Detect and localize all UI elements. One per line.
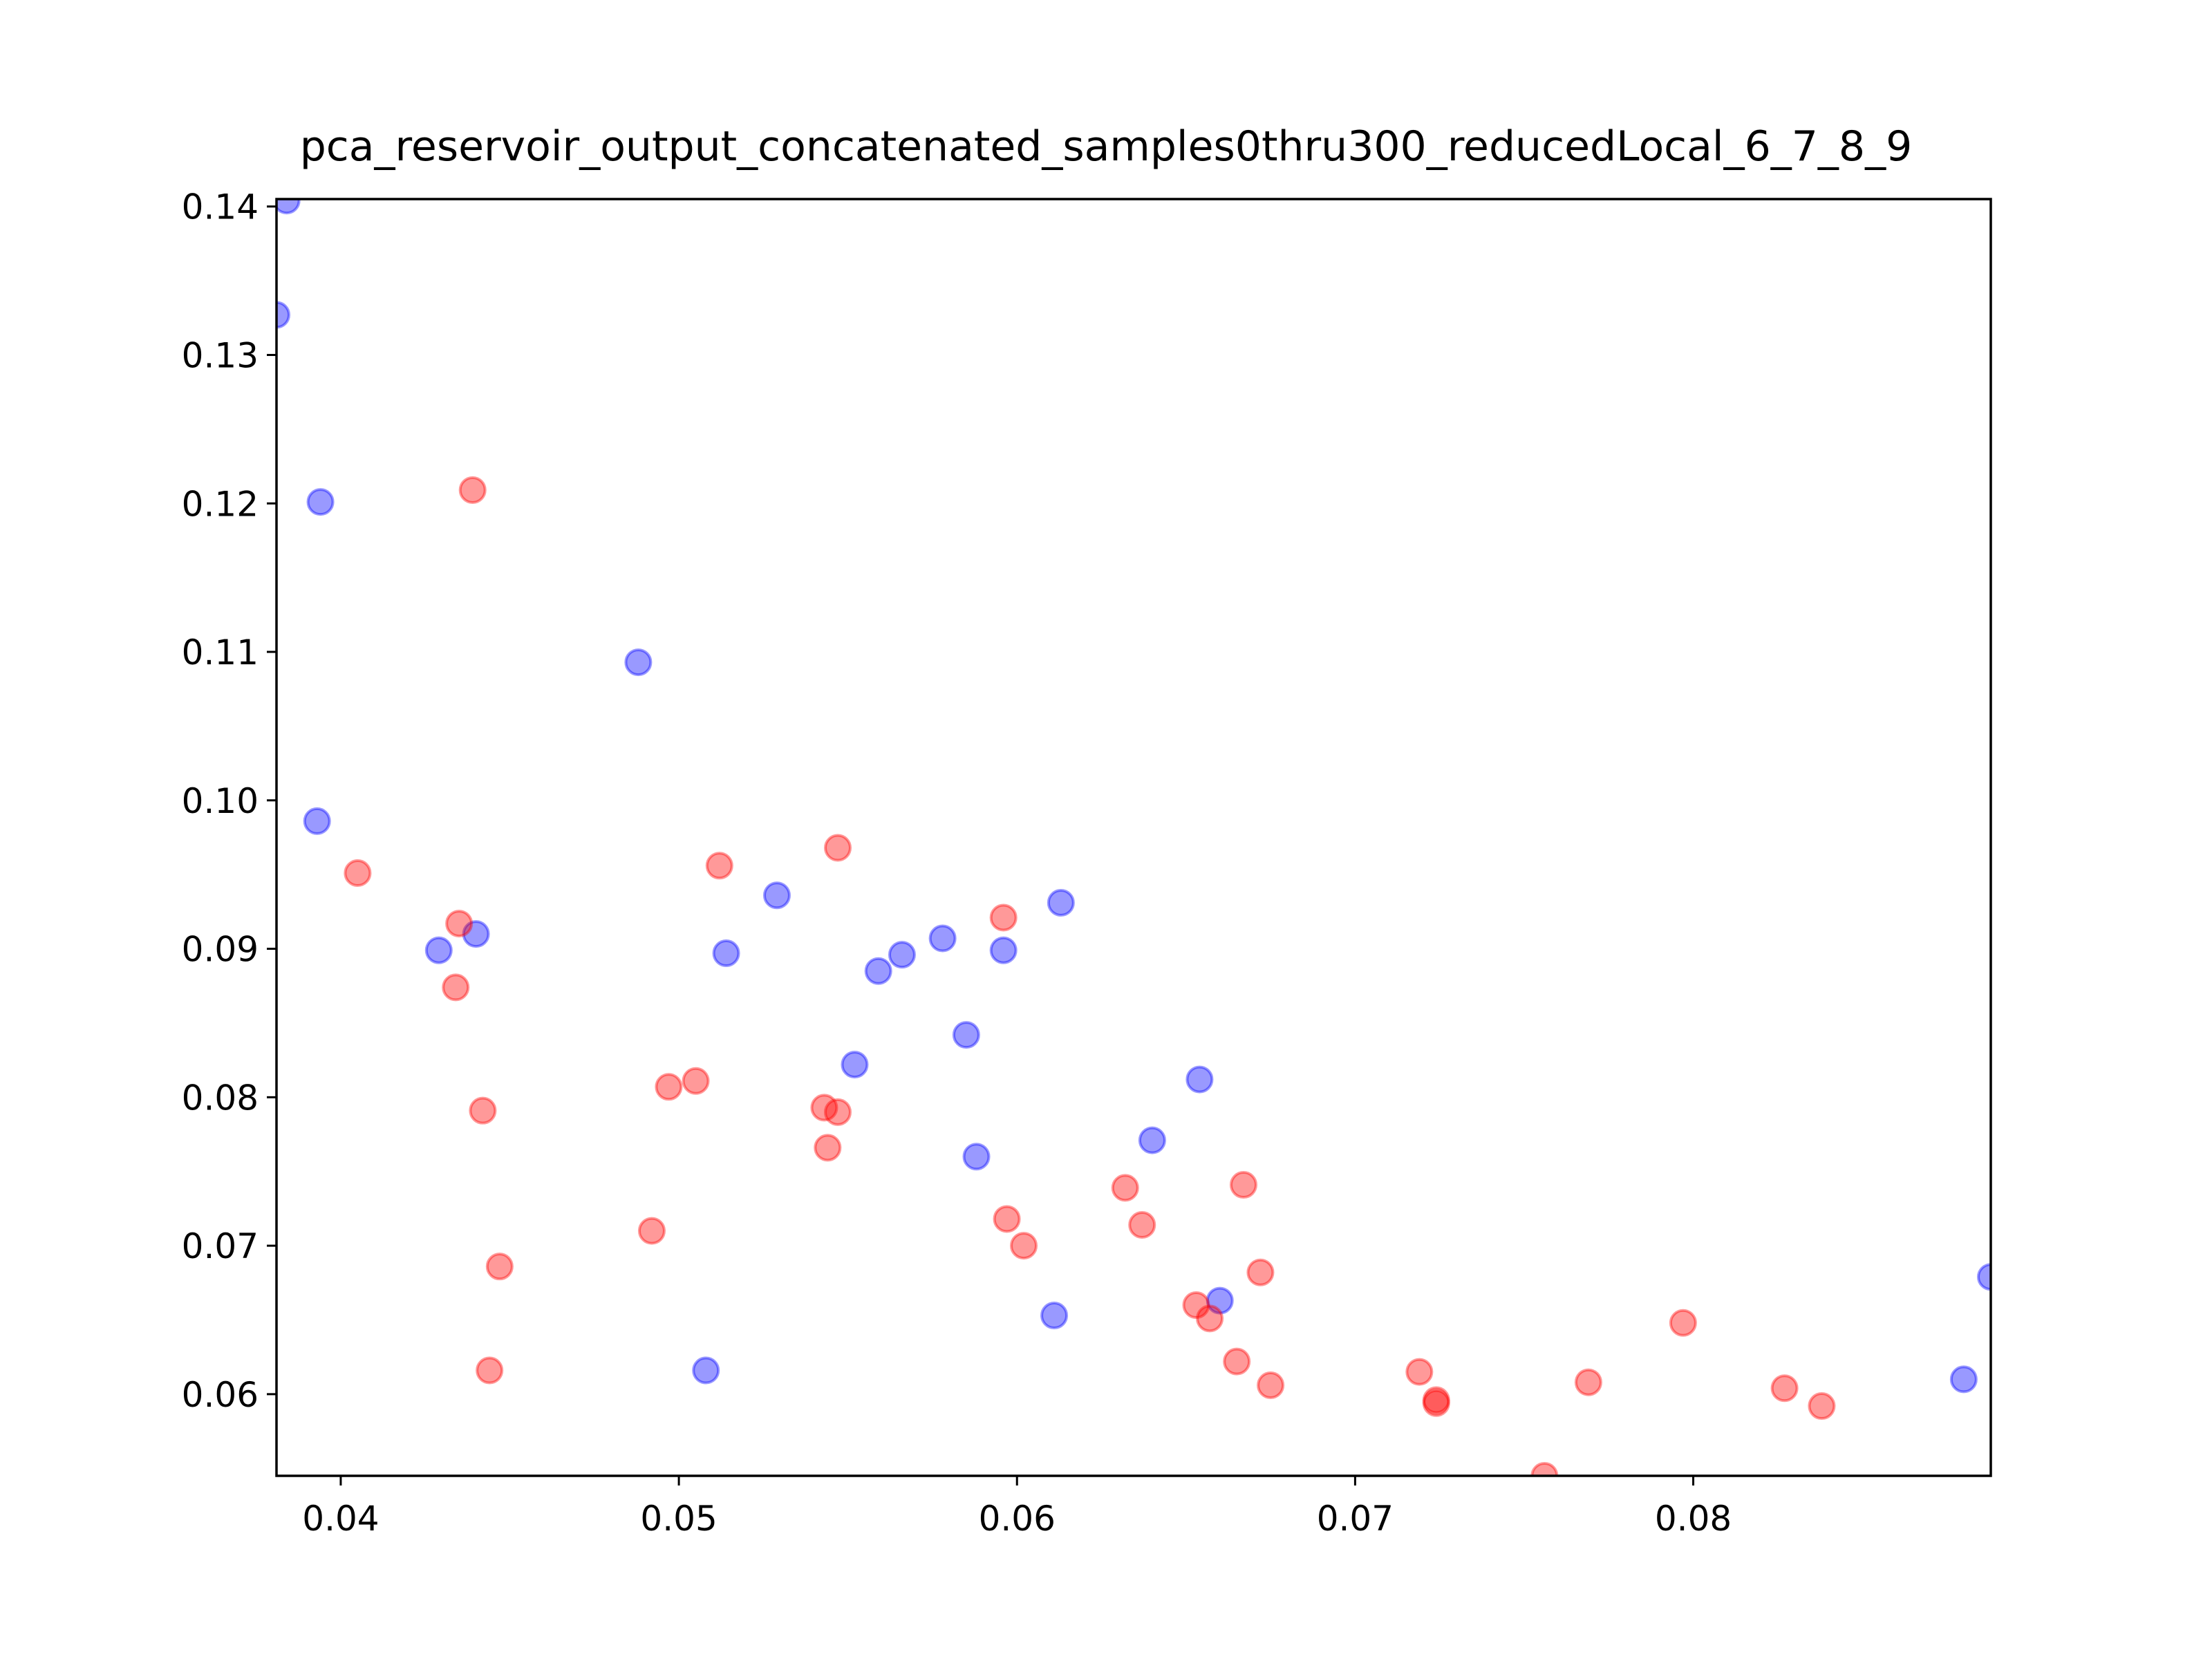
y-tick-label: 0.07 — [182, 1226, 259, 1266]
blue-point — [962, 1143, 991, 1171]
red-point — [1257, 1371, 1285, 1399]
red-point — [1128, 1211, 1156, 1239]
blue-point — [762, 881, 791, 910]
plot-frame — [275, 198, 1992, 1477]
x-tick-label: 0.05 — [640, 1499, 717, 1539]
blue-point — [424, 936, 453, 964]
red-point — [1530, 1462, 1559, 1476]
axis-ticks: 0.04 0.05 0.06 0.07 0.08 0.06 0.07 0.08 0.09 0.10… — [182, 187, 1732, 1539]
red-point — [1223, 1347, 1251, 1376]
red-point — [1770, 1374, 1799, 1403]
blue-point — [888, 941, 916, 969]
y-tick-label: 0.06 — [182, 1375, 259, 1415]
red-point — [476, 1356, 504, 1385]
red-point — [344, 859, 372, 888]
red-point — [637, 1217, 666, 1245]
red-point — [1196, 1304, 1224, 1333]
red-point — [810, 1094, 838, 1122]
red-point — [1229, 1171, 1257, 1199]
y-tick-label: 0.08 — [182, 1078, 259, 1118]
red-point — [1111, 1174, 1139, 1202]
red-point — [1182, 1291, 1210, 1320]
red-point — [458, 476, 487, 504]
red-point — [1808, 1392, 1836, 1421]
blue-point — [1047, 888, 1075, 917]
red-point — [823, 1098, 852, 1126]
blue-point — [1206, 1286, 1234, 1315]
y-tick-label: 0.09 — [182, 930, 259, 970]
blue-point — [1185, 1065, 1214, 1094]
red-point — [814, 1134, 842, 1162]
red-point — [485, 1253, 514, 1281]
y-tick-label: 0.11 — [182, 632, 259, 673]
red-point — [993, 1205, 1021, 1233]
blue-point — [303, 807, 331, 835]
red-point — [442, 973, 470, 1002]
red-point — [445, 910, 474, 938]
red-point — [1574, 1368, 1602, 1396]
blue-point — [989, 936, 1018, 964]
red-point — [655, 1073, 683, 1101]
red-point — [1405, 1358, 1434, 1386]
red-point — [1422, 1389, 1450, 1417]
x-tick-label: 0.08 — [1655, 1499, 1732, 1539]
data-points — [276, 199, 1991, 1476]
y-tick-label: 0.14 — [182, 187, 259, 227]
y-tick-label: 0.13 — [182, 336, 259, 376]
chart-title: pca_reservoir_output_concatenated_sample… — [300, 122, 1913, 171]
red-point — [682, 1067, 710, 1095]
blue-point — [1949, 1365, 1978, 1394]
red-point — [469, 1096, 497, 1125]
blue-point — [692, 1356, 720, 1385]
red-point — [705, 852, 733, 880]
blue-point — [1977, 1263, 1991, 1291]
red-point — [1246, 1258, 1275, 1286]
blue-point — [306, 488, 335, 516]
blue-point — [1040, 1302, 1069, 1330]
x-tick-label: 0.06 — [979, 1499, 1056, 1539]
blue-point — [864, 957, 892, 985]
blue-point — [624, 648, 653, 677]
blue-point — [928, 924, 957, 953]
x-tick-label: 0.07 — [1317, 1499, 1394, 1539]
red-point — [1669, 1309, 1697, 1337]
red-point — [1422, 1386, 1450, 1414]
blue-point — [276, 301, 290, 329]
x-tick-label: 0.04 — [302, 1499, 379, 1539]
blue-point — [1138, 1126, 1166, 1154]
y-tick-label: 0.10 — [182, 781, 259, 821]
blue-point — [712, 939, 740, 968]
red-point — [823, 834, 852, 862]
red-point — [989, 903, 1018, 932]
blue-point — [276, 199, 301, 215]
y-tick-label: 0.12 — [182, 484, 259, 524]
blue-point — [462, 920, 490, 948]
blue-point — [952, 1021, 980, 1049]
blue-point — [841, 1051, 869, 1079]
red-point — [1010, 1232, 1038, 1260]
